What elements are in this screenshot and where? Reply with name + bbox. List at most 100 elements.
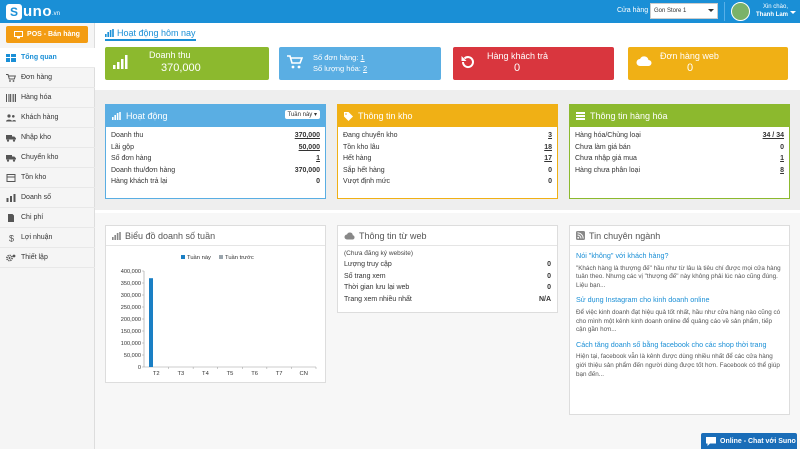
x-tick-label: T2 bbox=[153, 371, 160, 377]
row-label: Chưa làm giá bán bbox=[575, 143, 631, 151]
row-value: 0 bbox=[547, 284, 551, 292]
items-count-line: Số lượng hóa: 2 bbox=[313, 64, 367, 73]
sidebar-item-label: Tổng quan bbox=[21, 54, 57, 61]
sales-chart-panel: Biểu đồ doanh số tuần 400,000 350,000 300,… bbox=[105, 225, 326, 383]
row-value[interactable]: 1 bbox=[780, 155, 784, 163]
row-value: N/A bbox=[538, 295, 551, 303]
list-icon bbox=[576, 112, 585, 120]
web-orders-tile[interactable]: Đơn hàng web 0 bbox=[628, 47, 788, 80]
row-value[interactable]: 1 bbox=[316, 155, 320, 163]
sidebar-item-orders[interactable]: Đơn hàng bbox=[0, 68, 95, 88]
returns-label: Hàng khách trả bbox=[487, 51, 549, 61]
web-info-body: (Chưa đăng ký website) Lượng truy cập 0 S… bbox=[338, 246, 557, 305]
returns-tile[interactable]: Hàng khách trả 0 bbox=[453, 47, 614, 80]
news-excerpt: Hiện tại, facebook vẫn là kênh được dùng… bbox=[576, 353, 780, 378]
news-list: Nói "không" với khách hàng? "Khách hàng … bbox=[570, 246, 789, 389]
sidebar-item-label: Tồn kho bbox=[21, 174, 47, 181]
row-value[interactable]: 370,000 bbox=[294, 132, 320, 140]
news-title: Tin chuyên ngành bbox=[589, 230, 661, 241]
chat-label: Online - Chat với Suno bbox=[720, 437, 796, 445]
row-value: 0 bbox=[548, 166, 552, 174]
row-value[interactable]: 8 bbox=[780, 166, 784, 174]
list-item: Tồn kho lâu 18 bbox=[343, 142, 552, 154]
suno-logo[interactable]: S uno .vn bbox=[6, 1, 60, 22]
cart-icon bbox=[6, 73, 16, 82]
sidebar-item-label: Lợi nhuận bbox=[21, 234, 53, 241]
x-tick-label: T3 bbox=[177, 371, 184, 377]
row-label: Hàng hóa/Chủng loại bbox=[575, 132, 641, 140]
sidebar-item-dashboard[interactable]: Tổng quan bbox=[0, 48, 96, 68]
row-value: 0 bbox=[780, 143, 784, 151]
pos-button[interactable]: POS - Bán hàng bbox=[6, 26, 88, 43]
activity-rows: Doanh thu 370,000 Lãi gộp 50,000 Số đơn hà… bbox=[106, 127, 325, 191]
list-item: Số đơn hàng 1 bbox=[111, 153, 320, 165]
items-count-value[interactable]: 2 bbox=[362, 64, 368, 73]
barcode-icon bbox=[6, 93, 16, 102]
sidebar-item-settings[interactable]: Thiết lập bbox=[0, 248, 95, 268]
list-item: Chưa làm giá bán 0 bbox=[575, 142, 784, 154]
sidebar-item-transfer[interactable]: Chuyển kho bbox=[0, 148, 95, 168]
stock-header: Thông tin kho bbox=[338, 105, 557, 127]
row-label: Sắp hết hàng bbox=[343, 166, 385, 174]
monitor-icon bbox=[14, 30, 24, 38]
revenue-tile[interactable]: Doanh thu 370,000 bbox=[105, 47, 269, 80]
avatar[interactable] bbox=[731, 2, 750, 21]
pos-button-label: POS - Bán hàng bbox=[27, 31, 80, 38]
store-select[interactable]: Gon Store 1 bbox=[650, 3, 718, 19]
legend-swatch bbox=[219, 255, 223, 259]
news-excerpt: Để việc kinh doanh đạt hiệu quả tốt nhất… bbox=[576, 308, 781, 334]
activity-title: Hoạt động bbox=[126, 111, 168, 121]
bars-icon bbox=[113, 55, 128, 69]
sidebar-item-label: Hàng hóa bbox=[21, 94, 52, 101]
news-header: Tin chuyên ngành bbox=[570, 226, 789, 246]
row-label: Lượng truy cập bbox=[344, 261, 392, 269]
orders-count-value[interactable]: 1 bbox=[360, 53, 365, 62]
chevron-down-icon[interactable] bbox=[790, 11, 796, 14]
row-value: 0 bbox=[316, 178, 320, 186]
chart-icon bbox=[105, 29, 114, 37]
y-tick-label: 0 bbox=[138, 365, 141, 371]
user-menu[interactable]: Xin chào, Thanh Lam bbox=[752, 3, 788, 19]
row-value: 370,000 bbox=[294, 166, 320, 174]
row-value[interactable]: 50,000 bbox=[298, 143, 320, 151]
truck-icon bbox=[6, 154, 16, 162]
orders-tile[interactable]: Số đơn hàng: 1 Số lượng hóa: 2 bbox=[279, 47, 441, 80]
stock-title: Thông tin kho bbox=[358, 111, 413, 121]
list-item: Hết hàng 17 bbox=[343, 153, 552, 165]
period-select[interactable]: Tuần này ▾ bbox=[284, 110, 320, 119]
sales-chart: 400,000 350,000 300,000 250,000 200,000 150,0… bbox=[121, 255, 317, 377]
sidebar-item-expenses[interactable]: Chi phí bbox=[0, 208, 95, 228]
list-item: Đang chuyển kho 3 bbox=[343, 130, 552, 142]
news-link[interactable]: Cách tăng doanh số bằng facebook cho các… bbox=[576, 339, 767, 349]
sidebar-item-import[interactable]: Nhập kho bbox=[0, 128, 95, 148]
sidebar-item-sales[interactable]: Doanh số bbox=[0, 188, 95, 208]
sidebar-item-label: Chuyển kho bbox=[21, 154, 59, 161]
dollar-icon: $ bbox=[9, 234, 14, 242]
sidebar-item-products[interactable]: Hàng hóa bbox=[0, 88, 95, 108]
list-item: Vượt định mức 0 bbox=[343, 176, 552, 188]
sidebar-menu: Tổng quan Đơn hàng Hàng hóa Khách hàng N… bbox=[0, 48, 96, 268]
truck-icon bbox=[6, 134, 16, 142]
x-tick-label: T7 bbox=[276, 371, 283, 377]
logo-mark: S bbox=[6, 3, 22, 20]
row-label: Doanh thu bbox=[111, 132, 144, 140]
cart-icon bbox=[287, 55, 303, 69]
sidebar-item-label: Nhập kho bbox=[21, 134, 51, 141]
web-info-header: Thông tin từ web bbox=[338, 226, 557, 246]
row-value[interactable]: 17 bbox=[544, 155, 552, 163]
row-value[interactable]: 18 bbox=[544, 143, 552, 151]
sidebar-item-profit[interactable]: $ Lợi nhuận bbox=[0, 228, 95, 248]
row-value[interactable]: 34 / 34 bbox=[762, 132, 784, 140]
legend-label: Tuần trước bbox=[225, 255, 254, 261]
legend-label: Tuần này bbox=[187, 255, 211, 261]
period-select-value: Tuần này bbox=[287, 112, 313, 118]
news-link[interactable]: Sử dụng Instagram cho kinh doanh online bbox=[576, 295, 710, 305]
row-label: Hết hàng bbox=[343, 155, 372, 163]
chat-button[interactable]: Online - Chat với Suno bbox=[701, 433, 797, 449]
row-value[interactable]: 3 bbox=[548, 132, 552, 140]
sidebar-item-stock[interactable]: Tồn kho bbox=[0, 168, 95, 188]
news-link[interactable]: Nói "không" với khách hàng? bbox=[576, 251, 669, 260]
chart-icon bbox=[112, 112, 121, 120]
divider bbox=[724, 2, 725, 21]
sidebar-item-customers[interactable]: Khách hàng bbox=[0, 108, 95, 128]
